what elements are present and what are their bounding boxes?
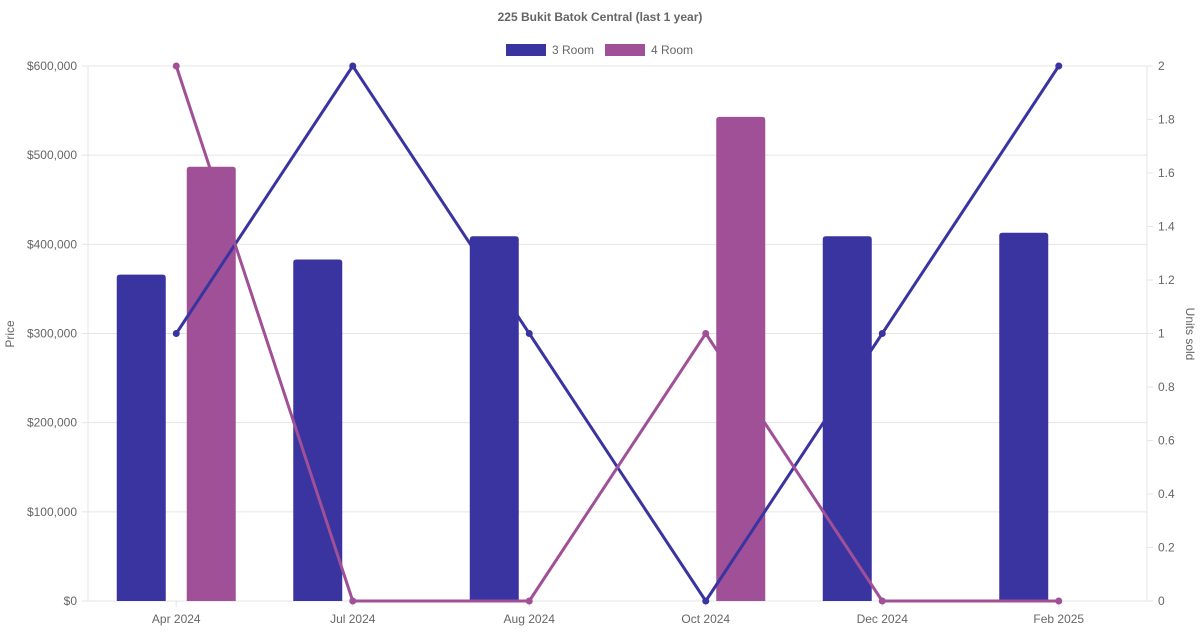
bars: [116, 116, 1049, 601]
bar-3-room: [293, 259, 343, 601]
legend-swatch-3-room: [506, 44, 546, 56]
point-4-room: [525, 597, 533, 605]
bar-3-room: [469, 236, 519, 601]
y-right-tick-label: 1.6: [1158, 166, 1175, 180]
y-right-tick-label: 0.6: [1158, 434, 1175, 448]
y-left-tick-label: $600,000: [27, 59, 77, 73]
bar-4-room: [186, 166, 236, 601]
point-3-room: [878, 330, 886, 337]
point-3-room: [525, 330, 533, 337]
x-tick-label: Dec 2024: [857, 612, 909, 626]
y-right-tick-label: 1.4: [1158, 220, 1175, 234]
y-right-tick-label: 1: [1158, 327, 1165, 341]
y-right-axis-title: Units sold: [1183, 308, 1197, 361]
y-left-axis-title: Price: [3, 320, 17, 348]
gridlines: [82, 65, 1153, 607]
lines: [172, 62, 1063, 605]
x-tick-label: Feb 2025: [1033, 612, 1084, 626]
point-4-room: [349, 597, 357, 605]
y-left-tick-label: $200,000: [27, 416, 77, 430]
axes: $0 $100,000 $200,000 $300,000 $400,000 $500,0…: [27, 59, 1175, 626]
point-4-room: [878, 597, 886, 605]
point-4-room: [1055, 597, 1063, 605]
bar-3-room: [822, 236, 872, 601]
bar-3-room: [999, 232, 1049, 601]
y-right-tick-label: 1.8: [1158, 113, 1175, 127]
y-right-tick-label: 0.8: [1158, 380, 1175, 394]
bar-3-room: [116, 274, 166, 601]
y-left-tick-label: $500,000: [27, 148, 77, 162]
point-4-room: [172, 62, 180, 70]
y-right-tick-label: 1.2: [1158, 273, 1175, 287]
legend-swatch-4-room: [605, 44, 645, 56]
point-4-room: [702, 330, 710, 337]
legend-label-4-room: 4 Room: [651, 43, 693, 57]
point-3-room: [349, 62, 357, 70]
x-tick-label: Apr 2024: [152, 612, 201, 626]
y-right-tick-label: 0.2: [1158, 541, 1175, 555]
y-left-tick-label: $400,000: [27, 237, 77, 251]
y-right-tick-label: 0: [1158, 594, 1165, 608]
legend[interactable]: 3 Room 4 Room: [506, 43, 693, 57]
y-left-tick-label: $300,000: [27, 327, 77, 341]
x-tick-label: Oct 2024: [681, 612, 730, 626]
x-tick-label: Aug 2024: [504, 612, 556, 626]
chart-title: 225 Bukit Batok Central (last 1 year): [498, 10, 703, 24]
point-3-room: [172, 330, 180, 337]
bar-4-room: [716, 116, 766, 601]
y-right-tick-label: 2: [1158, 59, 1165, 73]
y-right-tick-label: 0.4: [1158, 487, 1175, 501]
x-tick-label: Jul 2024: [330, 612, 376, 626]
point-3-room: [1055, 62, 1063, 70]
y-left-tick-label: $0: [64, 594, 78, 608]
line-4-room: [174, 65, 1059, 603]
y-left-tick-label: $100,000: [27, 505, 77, 519]
legend-label-3-room: 3 Room: [552, 43, 594, 57]
point-3-room: [702, 597, 710, 605]
